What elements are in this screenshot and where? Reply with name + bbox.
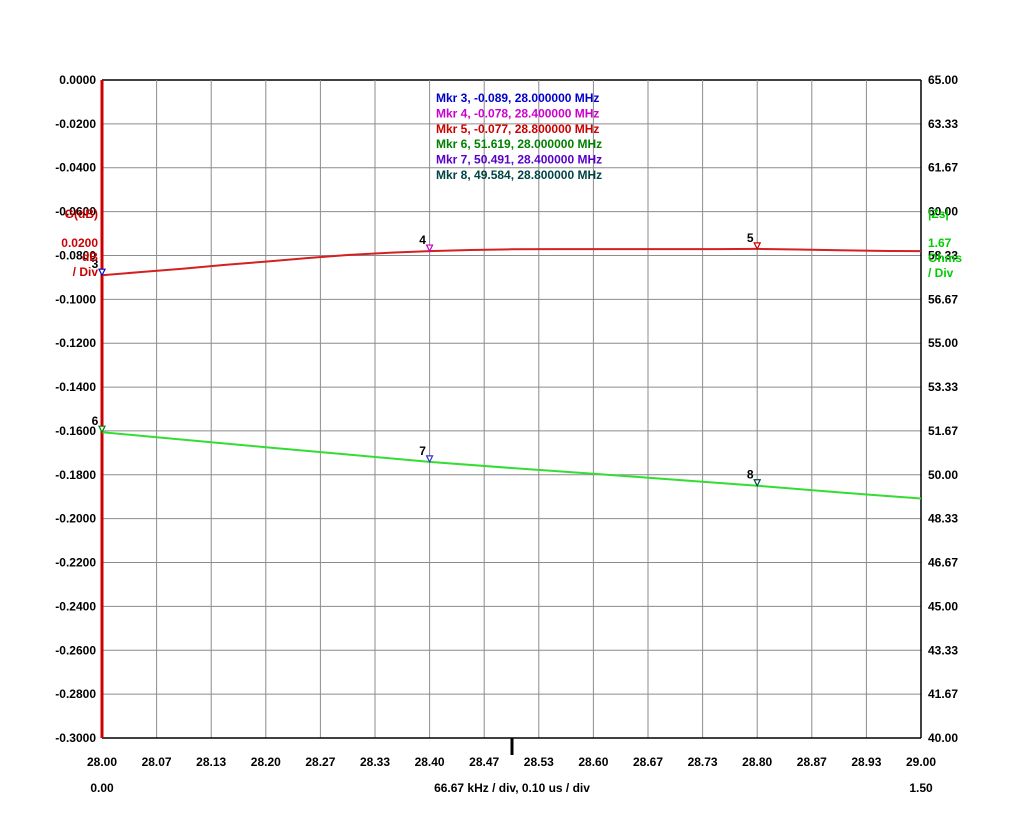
left-axis-per-div: / Div	[73, 265, 99, 279]
right-tick-label: 53.33	[928, 380, 958, 394]
series-line-right	[101, 431, 922, 500]
x-tick-label: 28.60	[578, 755, 608, 769]
left-tick-label: -0.0400	[55, 161, 96, 175]
right-tick-label: 63.33	[928, 117, 958, 131]
marker-8	[753, 479, 762, 488]
marker-label-7: 7	[419, 444, 426, 458]
left-tick-label: -0.1600	[55, 424, 96, 438]
time-axis-start: 0.00	[90, 781, 114, 795]
right-tick-label: 60.00	[928, 205, 958, 219]
marker-label-4: 4	[419, 233, 426, 247]
right-axis-label: |Zs|	[928, 207, 949, 221]
left-tick-label: -0.2400	[55, 599, 96, 613]
right-tick-label: 45.00	[928, 599, 958, 613]
marker-label-6: 6	[92, 414, 99, 428]
left-tick-label: -0.2800	[55, 687, 96, 701]
time-axis-end: 1.50	[909, 781, 933, 795]
left-tick-label: -0.1200	[55, 336, 96, 350]
right-tick-label: 41.67	[928, 687, 958, 701]
left-axis-scale-value: 0.0200	[61, 236, 98, 250]
right-axis-scale-unit: Ohms	[928, 251, 962, 265]
left-axis-label: G(dB)	[65, 207, 98, 221]
x-tick-label: 28.80	[742, 755, 772, 769]
marker-3	[98, 268, 106, 277]
marker-readout: Mkr 3, -0.089, 28.000000 MHz	[436, 91, 599, 105]
left-tick-label: -0.1800	[55, 468, 96, 482]
left-tick-label: -0.1000	[55, 292, 96, 306]
x-tick-label: 28.00	[87, 755, 117, 769]
x-tick-label: 28.40	[415, 755, 445, 769]
marker-readout: Mkr 6, 51.619, 28.000000 MHz	[436, 137, 602, 151]
right-tick-label: 43.33	[928, 643, 958, 657]
marker-readout: Mkr 7, 50.491, 28.400000 MHz	[436, 153, 602, 167]
x-tick-label: 29.00	[906, 755, 936, 769]
right-tick-label: 55.00	[928, 336, 958, 350]
marker-readout: Mkr 8, 49.584, 28.800000 MHz	[436, 168, 602, 182]
left-axis-scale-unit: dB	[82, 250, 98, 264]
left-tick-label: -0.0200	[55, 117, 96, 131]
marker-7	[425, 455, 434, 464]
x-axis-ticks: 28.00 28.07 28.13 28.20 28.27 28.33 28.40 28.47…	[87, 755, 936, 769]
left-axis-ticks: 0.0000 -0.0200 -0.0400 -0.0600 -0.0800 -0.100…	[55, 73, 96, 745]
x-scale-label: 66.67 kHz / div, 0.10 us / div	[434, 781, 590, 795]
left-tick-label: -0.2000	[55, 512, 96, 526]
x-tick-label: 28.27	[305, 755, 335, 769]
right-tick-label: 48.33	[928, 512, 958, 526]
grid	[100, 79, 922, 755]
right-axis-per-div: / Div	[928, 266, 954, 280]
right-tick-label: 46.67	[928, 556, 958, 570]
marker-6	[98, 425, 106, 434]
left-tick-label: -0.0600	[55, 205, 96, 219]
left-tick-label: -0.2200	[55, 556, 96, 570]
right-tick-label: 40.00	[928, 731, 958, 745]
left-tick-label: -0.3000	[55, 731, 96, 745]
right-tick-label: 65.00	[928, 73, 958, 87]
marker-readout: Mkr 4, -0.078, 28.400000 MHz	[436, 106, 599, 120]
x-tick-label: 28.87	[797, 755, 827, 769]
series-line-left	[101, 247, 922, 277]
x-tick-label: 28.33	[360, 755, 390, 769]
marker-4	[425, 244, 434, 253]
traces	[101, 247, 922, 500]
x-tick-label: 28.53	[524, 755, 554, 769]
right-tick-label: 56.67	[928, 292, 958, 306]
right-axis-ticks: 65.00 63.33 61.67 60.00 58.33 56.67 55.00 53.33…	[928, 73, 958, 745]
left-tick-label: -0.0800	[55, 248, 96, 262]
x-tick-label: 28.20	[251, 755, 281, 769]
marker-label-5: 5	[747, 231, 754, 245]
markers: 3 4 5 6 7 8	[92, 231, 762, 488]
x-tick-label: 28.67	[633, 755, 663, 769]
marker-readout: Mkr 5, -0.077, 28.800000 MHz	[436, 122, 599, 136]
marker-label-3: 3	[92, 257, 99, 271]
right-tick-label: 61.67	[928, 161, 958, 175]
marker-label-8: 8	[747, 468, 754, 482]
x-tick-label: 28.07	[142, 755, 172, 769]
x-tick-label: 28.73	[688, 755, 718, 769]
x-tick-label: 28.93	[851, 755, 881, 769]
right-tick-label: 51.67	[928, 424, 958, 438]
right-tick-label: 50.00	[928, 468, 958, 482]
left-tick-label: 0.0000	[59, 73, 96, 87]
right-axis-scale-value: 1.67	[928, 236, 952, 250]
x-tick-label: 28.47	[469, 755, 499, 769]
left-tick-label: -0.2600	[55, 643, 96, 657]
x-tick-label: 28.13	[196, 755, 226, 769]
marker-5	[753, 242, 762, 251]
left-tick-label: -0.1400	[55, 380, 96, 394]
right-tick-label: 58.33	[928, 248, 958, 262]
